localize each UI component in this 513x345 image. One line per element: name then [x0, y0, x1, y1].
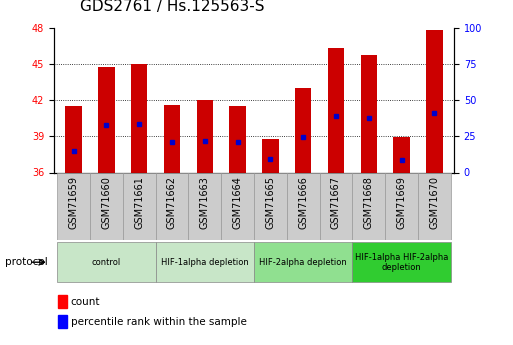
Text: HIF-1alpha depletion: HIF-1alpha depletion	[161, 258, 249, 267]
Bar	[426, 30, 443, 172]
Text: GSM71666: GSM71666	[298, 176, 308, 229]
Bar	[221, 172, 254, 240]
Text: percentile rank within the sample: percentile rank within the sample	[71, 317, 247, 327]
Bar	[155, 242, 254, 282]
Text: GDS2761 / Hs.125563-S: GDS2761 / Hs.125563-S	[80, 0, 264, 14]
Bar	[385, 172, 418, 240]
Bar	[188, 172, 221, 240]
Bar	[98, 68, 114, 172]
Bar	[328, 48, 344, 172]
Bar	[131, 64, 147, 172]
Text: GSM71669: GSM71669	[397, 176, 406, 229]
Text: HIF-2alpha depletion: HIF-2alpha depletion	[259, 258, 347, 267]
Bar	[287, 172, 320, 240]
Text: GSM71661: GSM71661	[134, 176, 144, 229]
Bar	[229, 106, 246, 172]
Bar	[155, 172, 188, 240]
Text: GSM71662: GSM71662	[167, 176, 177, 229]
Text: GSM71668: GSM71668	[364, 176, 374, 229]
Bar	[90, 172, 123, 240]
Bar	[254, 242, 352, 282]
Text: GSM71659: GSM71659	[69, 176, 78, 229]
Bar	[196, 100, 213, 172]
Text: count: count	[71, 297, 100, 307]
Text: GSM71667: GSM71667	[331, 176, 341, 229]
Bar	[418, 172, 451, 240]
Bar	[254, 172, 287, 240]
Text: GSM71665: GSM71665	[265, 176, 275, 229]
Bar	[352, 172, 385, 240]
Text: HIF-1alpha HIF-2alpha
depletion: HIF-1alpha HIF-2alpha depletion	[355, 253, 448, 272]
Bar	[57, 242, 155, 282]
Text: protocol: protocol	[5, 257, 48, 267]
Text: control: control	[92, 258, 121, 267]
Bar	[361, 55, 377, 172]
Bar	[57, 172, 90, 240]
Bar	[352, 242, 451, 282]
Bar	[58, 315, 67, 328]
Bar	[295, 88, 311, 172]
Text: GSM71660: GSM71660	[102, 176, 111, 229]
Text: GSM71663: GSM71663	[200, 176, 210, 229]
Bar	[58, 295, 67, 308]
Bar	[320, 172, 352, 240]
Bar	[262, 139, 279, 172]
Bar	[393, 138, 410, 172]
Bar	[164, 105, 180, 172]
Text: GSM71670: GSM71670	[429, 176, 439, 229]
Text: GSM71664: GSM71664	[232, 176, 243, 229]
Bar	[65, 106, 82, 172]
Bar	[123, 172, 155, 240]
